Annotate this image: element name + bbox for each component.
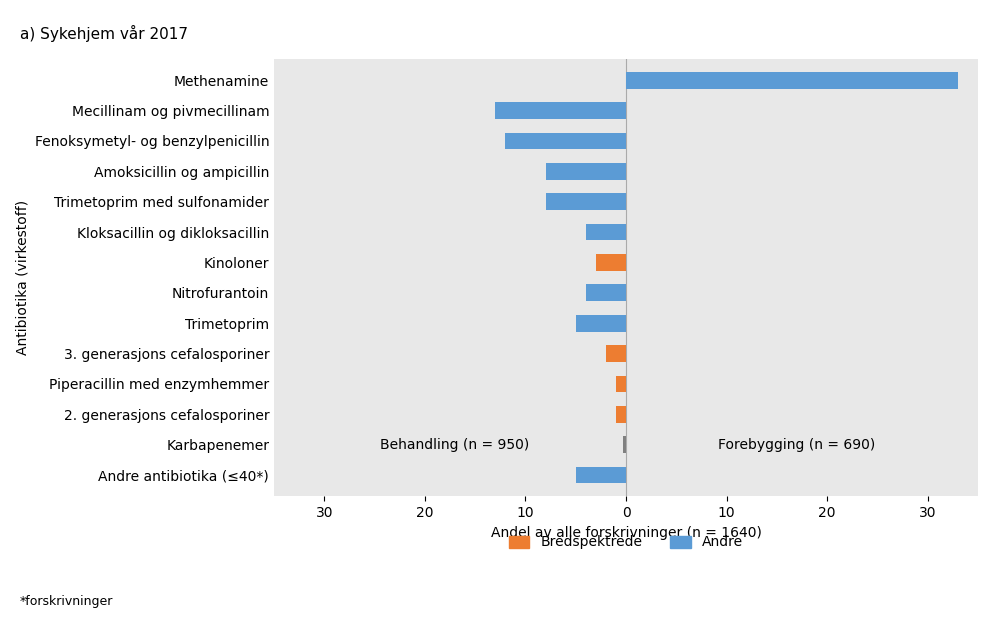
Bar xyxy=(496,102,626,119)
Y-axis label: Antibiotika (virkestoff): Antibiotika (virkestoff) xyxy=(15,200,29,355)
Text: Behandling (n = 950): Behandling (n = 950) xyxy=(380,438,529,451)
Legend: Bredspektrede, Andre: Bredspektrede, Andre xyxy=(503,530,749,555)
Bar xyxy=(616,376,626,393)
X-axis label: Andel av alle forskrivninger (n = 1640): Andel av alle forskrivninger (n = 1640) xyxy=(491,525,762,540)
Bar xyxy=(545,163,626,180)
Bar xyxy=(606,345,626,362)
Bar xyxy=(626,72,958,88)
Bar xyxy=(616,406,626,423)
Text: Forebygging (n = 690): Forebygging (n = 690) xyxy=(718,438,876,451)
Bar xyxy=(586,285,626,301)
Bar xyxy=(545,193,626,210)
Bar xyxy=(505,132,626,149)
Text: *forskrivninger: *forskrivninger xyxy=(20,595,113,608)
Bar xyxy=(576,466,626,483)
Bar xyxy=(596,254,626,271)
Bar xyxy=(586,224,626,240)
Bar xyxy=(576,315,626,332)
Bar xyxy=(623,436,626,453)
Text: a) Sykehjem vår 2017: a) Sykehjem vår 2017 xyxy=(20,25,188,42)
